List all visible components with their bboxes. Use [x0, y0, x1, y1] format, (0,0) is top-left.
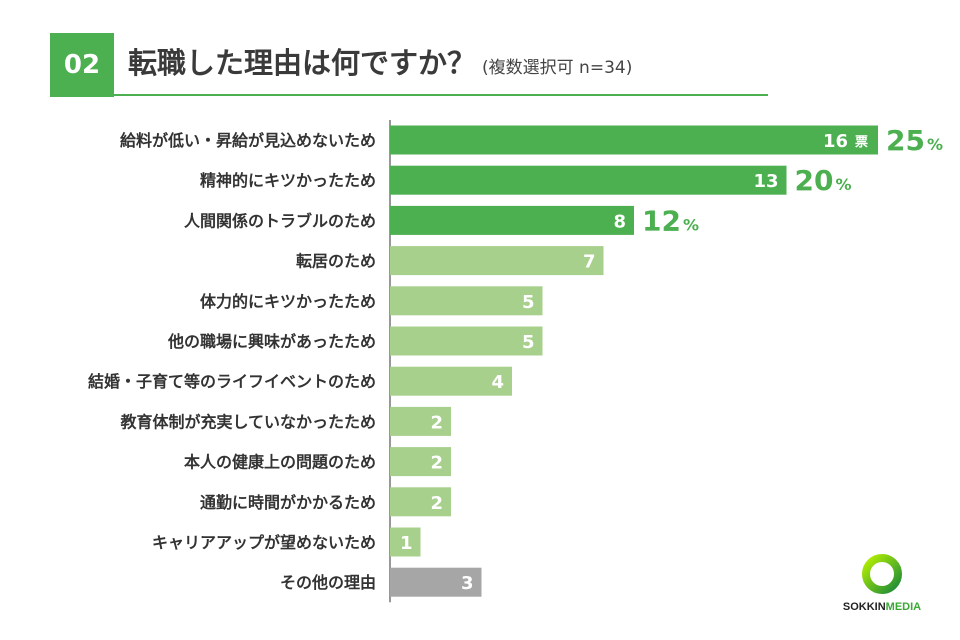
page-title: 転職した理由は何ですか？ (複数選択可 n=34)	[128, 40, 632, 82]
bar	[390, 286, 543, 316]
bar	[390, 406, 451, 436]
bar	[390, 125, 878, 155]
category-label: 人間関係のトラブルのため	[184, 211, 376, 230]
green-ring-icon	[862, 554, 902, 594]
value-label: 13	[753, 171, 778, 192]
bar	[390, 447, 451, 477]
logo: SOKKINMEDIA	[843, 554, 921, 613]
category-label: 本人の健康上の問題のため	[184, 453, 376, 472]
bar	[390, 366, 512, 396]
value-label: 2	[430, 412, 443, 433]
category-label: 転居のため	[296, 252, 376, 271]
question-number-badge: 02	[50, 33, 114, 97]
value-label: 2	[430, 453, 443, 474]
percent-number: 25	[886, 124, 925, 157]
percent-sign: %	[683, 215, 699, 234]
bar	[390, 246, 604, 276]
value-label: 5	[522, 292, 535, 313]
value-label: 7	[583, 252, 596, 273]
percent-label: 12%	[642, 204, 699, 237]
value-label: 3	[461, 573, 474, 594]
percent-number: 20	[795, 164, 834, 197]
title-underline	[114, 94, 768, 96]
title-text: 転職した理由は何ですか？	[128, 46, 477, 80]
bar	[390, 567, 482, 597]
unit-label: 票	[855, 134, 868, 150]
category-label: 通勤に時間がかかるため	[200, 493, 376, 512]
bar	[390, 205, 634, 235]
value-label: 5	[522, 332, 535, 353]
title-subtitle: (複数選択可 n=34)	[482, 58, 633, 78]
category-label: 他の職場に興味があったため	[167, 332, 376, 351]
category-label: 精神的にキツかったため	[200, 171, 376, 190]
question-number: 02	[63, 50, 101, 80]
category-label: 体力的にキツかったため	[200, 292, 376, 311]
percent-number: 12	[642, 204, 681, 237]
bar	[390, 326, 543, 356]
header: 02 転職した理由は何ですか？ (複数選択可 n=34)	[0, 0, 960, 100]
percent-label: 20%	[795, 164, 852, 197]
category-label: 結婚・子育て等のライフイベントのため	[88, 372, 376, 391]
percent-sign: %	[835, 175, 851, 194]
category-label: 教育体制が充実していなかったため	[120, 412, 376, 431]
category-label: その他の理由	[280, 573, 376, 592]
bar	[390, 165, 787, 195]
value-label: 8	[613, 211, 626, 232]
category-label: キャリアアップが望めないため	[152, 533, 376, 552]
bar	[390, 527, 421, 557]
logo-text-media: MEDIA	[886, 601, 922, 613]
value-label: 16	[823, 131, 848, 152]
percent-sign: %	[927, 135, 943, 154]
percent-label: 25%	[886, 124, 943, 157]
value-label: 4	[491, 372, 504, 393]
value-label: 1	[400, 533, 413, 554]
bar	[390, 487, 451, 517]
category-label: 給料が低い・昇給が見込めないため	[120, 131, 376, 150]
svg-text:SOKKINMEDIA: SOKKINMEDIA	[843, 601, 921, 613]
value-label: 2	[430, 493, 443, 514]
logo-text-sokkin: SOKKIN	[843, 601, 886, 613]
